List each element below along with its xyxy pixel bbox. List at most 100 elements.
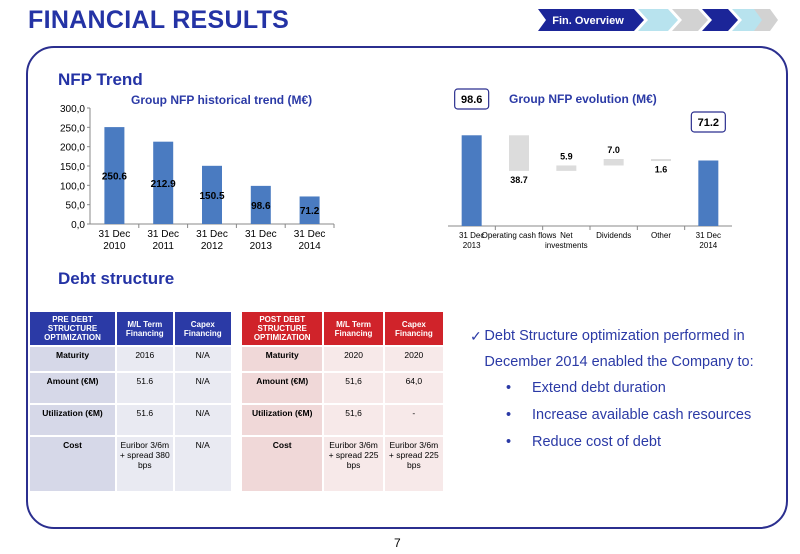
table-cell: Euribor 3/6m + spread 380 bps: [117, 437, 173, 491]
table-cell: 2020: [324, 347, 383, 371]
waterfall-bar: [556, 165, 577, 171]
table-cell: 2020: [384, 347, 443, 371]
pre-debt-table: PRE DEBT STRUCTURE OPTIMIZATION M/L Term…: [28, 310, 233, 493]
x-tick-label: 31 Dec: [294, 229, 326, 240]
list-item-text: Extend debt duration: [532, 380, 666, 396]
post-table-header: M/L Term Financing: [324, 312, 383, 345]
data-label: 1.6: [655, 164, 668, 174]
nfp-section-title: NFP Trend: [58, 70, 143, 89]
table-cell: N/A: [174, 347, 231, 371]
x-tick-label: 31 Dec: [696, 231, 721, 240]
table-cell: Cost: [30, 437, 116, 491]
x-tick-label: investments: [545, 241, 588, 250]
bar: [202, 165, 222, 224]
nav-chevron[interactable]: [702, 9, 738, 31]
data-label: 98.6: [461, 94, 482, 106]
x-tick-label: 31 Dec: [99, 229, 131, 240]
section-navigation: Fin. Overview: [538, 9, 778, 31]
post-debt-table: POST DEBT STRUCTURE OPTIMIZATION M/L Ter…: [240, 310, 445, 493]
bullet-icon: •: [506, 407, 512, 423]
data-label: 71.2: [698, 117, 719, 129]
nav-chevron[interactable]: [638, 9, 678, 31]
table-cell: 64,0: [384, 373, 443, 403]
y-tick-label: 100,0: [60, 181, 85, 192]
y-tick-label: 150,0: [60, 162, 85, 173]
list-item-text: Reduce cost of debt: [532, 434, 661, 450]
table-cell: 51,6: [324, 405, 383, 435]
x-tick-label: 2013: [250, 241, 273, 252]
main-point-text: Debt Structure optimization performed in…: [484, 328, 754, 370]
data-label: 5.9: [560, 151, 573, 161]
nfp-evolution-chart-title: Group NFP evolution (M€): [509, 92, 657, 106]
x-tick-label: 2014: [699, 241, 717, 250]
nav-chevron[interactable]: [672, 9, 708, 31]
data-label: 150.5: [199, 191, 224, 202]
table-cell: Euribor 3/6m + spread 225 bps: [324, 437, 383, 491]
data-label: 98.6: [251, 201, 271, 212]
table-cell: -: [384, 405, 443, 435]
x-tick-label: Net: [560, 231, 573, 240]
waterfall-bar: [651, 159, 671, 162]
x-tick-label: Operating cash flows: [482, 231, 557, 240]
x-tick-label: 2014: [298, 241, 321, 252]
y-tick-label: 200,0: [60, 143, 85, 154]
waterfall-bar: [509, 135, 529, 171]
post-table-header: POST DEBT STRUCTURE OPTIMIZATION: [242, 312, 323, 345]
table-cell: Cost: [242, 437, 323, 491]
content-panel: [26, 46, 788, 529]
table-cell: 2016: [117, 347, 173, 371]
table-cell: Utilization (€M): [242, 405, 323, 435]
data-label: 212.9: [151, 179, 176, 190]
table-cell: 51.6: [117, 405, 173, 435]
list-item: • Extend debt duration: [506, 375, 780, 402]
list-item: • Reduce cost of debt: [506, 429, 780, 456]
data-label: 7.0: [607, 145, 620, 155]
x-tick-label: Dividends: [596, 231, 631, 240]
waterfall-bar: [698, 160, 719, 226]
table-cell: N/A: [174, 405, 231, 435]
bar: [153, 141, 174, 224]
total-label-box: [690, 111, 726, 133]
page-title: FINANCIAL RESULTS: [28, 6, 290, 34]
table-cell: 51.6: [117, 373, 173, 403]
y-tick-label: 50,0: [66, 201, 86, 212]
table-cell: Maturity: [30, 347, 116, 371]
waterfall-bar: [603, 159, 624, 166]
table-cell: Utilization (€M): [30, 405, 116, 435]
table-cell: Maturity: [242, 347, 323, 371]
table-cell: N/A: [174, 373, 231, 403]
page-number: 7: [394, 536, 401, 550]
nav-chevron[interactable]: [754, 9, 778, 31]
table-cell: N/A: [174, 437, 231, 491]
bullet-icon: •: [506, 380, 512, 396]
total-label-box: [454, 88, 490, 110]
data-label: 38.7: [510, 175, 528, 185]
table-cell: Amount (€M): [242, 373, 323, 403]
post-table-header: Capex Financing: [384, 312, 443, 345]
data-label: 71.2: [300, 206, 320, 217]
list-item: • Increase available cash resources: [506, 402, 780, 429]
debt-section-title: Debt structure: [58, 269, 175, 288]
x-tick-label: 31 Dec: [196, 229, 228, 240]
pre-table-header: PRE DEBT STRUCTURE OPTIMIZATION: [30, 312, 116, 345]
y-tick-label: 300,0: [60, 104, 85, 115]
table-cell: Euribor 3/6m + spread 225 bps: [384, 437, 443, 491]
nav-chevron-active[interactable]: [538, 9, 644, 31]
data-label: 250.6: [102, 172, 127, 183]
y-tick-label: 0,0: [71, 220, 85, 231]
x-tick-label: 31 Dec: [459, 231, 484, 240]
waterfall-bar: [461, 135, 482, 226]
x-tick-label: 31 Dec: [245, 229, 277, 240]
table-cell: Amount (€M): [30, 373, 116, 403]
nav-active-label: Fin. Overview: [552, 15, 624, 27]
x-tick-label: 2013: [463, 241, 481, 250]
y-tick-label: 250,0: [60, 123, 85, 134]
list-item-text: Increase available cash resources: [532, 407, 752, 423]
checkmark-icon: ✓: [470, 328, 482, 344]
bar: [104, 127, 125, 224]
nfp-trend-chart-title: Group NFP historical trend (M€): [131, 93, 313, 107]
bar: [299, 196, 320, 224]
pre-table-header: Capex Financing: [174, 312, 231, 345]
x-tick-label: 2011: [152, 241, 174, 252]
